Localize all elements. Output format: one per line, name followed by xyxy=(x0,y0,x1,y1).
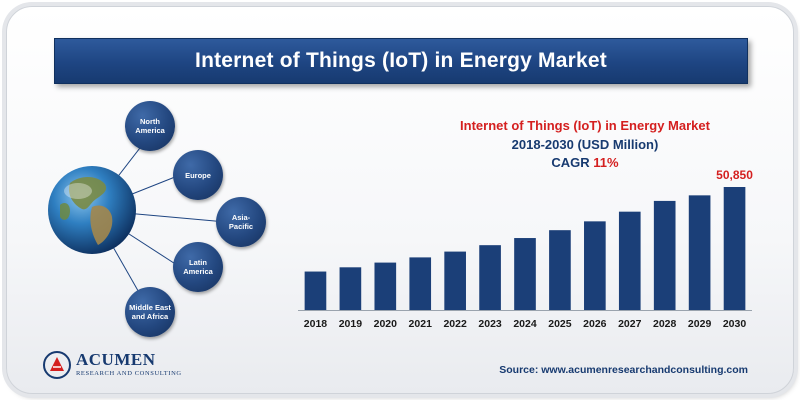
cagr-label: CAGR xyxy=(551,155,590,170)
x-tick-label-2022: 2022 xyxy=(443,318,467,330)
globe-icon xyxy=(48,166,136,254)
chart-subtitle: 2018-2030 (USD Million) xyxy=(400,137,770,152)
source-note: Source: www.acumenresearchandconsulting.… xyxy=(499,364,748,376)
bar-2025 xyxy=(549,230,571,310)
bar-2018 xyxy=(304,271,327,310)
x-tick-label-2025: 2025 xyxy=(548,318,572,330)
x-tick-label-2023: 2023 xyxy=(478,318,502,330)
region-north-america: North America xyxy=(125,101,175,151)
x-tick-label-2019: 2019 xyxy=(339,318,363,330)
x-tick-label-2024: 2024 xyxy=(513,318,537,330)
bar-2019 xyxy=(339,267,362,310)
region-latin-america: Latin America xyxy=(173,242,223,292)
cagr-value: 11% xyxy=(593,155,619,170)
x-tick-label-2018: 2018 xyxy=(304,318,328,330)
acumen-emblem-icon xyxy=(43,351,71,379)
bar-2030 xyxy=(723,187,746,310)
x-tick-label-2028: 2028 xyxy=(653,318,677,330)
logo-tagline: RESEARCH AND CONSULTING xyxy=(76,370,182,377)
x-tick-label-2027: 2027 xyxy=(618,318,642,330)
bar-2028 xyxy=(653,200,676,310)
x-tick-label-2020: 2020 xyxy=(374,318,398,330)
x-tick-label-2030: 2030 xyxy=(723,318,747,330)
x-tick-label-2029: 2029 xyxy=(688,318,712,330)
bar-chart: 2018 2019 2020 2021 2022 2023 2024 2025 2026 2027… xyxy=(298,168,753,330)
chart-unit: (USD Million) xyxy=(577,137,659,152)
title-banner: Internet of Things (IoT) in Energy Marke… xyxy=(54,38,748,84)
data-label-2030: 50,850 xyxy=(716,168,753,182)
region-asia-pacific: Asia-Pacific xyxy=(216,197,266,247)
acumen-logo: ACUMEN RESEARCH AND CONSULTING xyxy=(42,348,182,384)
bar-2026 xyxy=(584,221,606,310)
chart-period: 2018-2030 xyxy=(511,137,574,152)
regions-diagram: North America Europe Asia-Pacific Latin … xyxy=(30,95,280,345)
bar-2027 xyxy=(618,211,641,310)
chart-title: Internet of Things (IoT) in Energy Marke… xyxy=(460,118,710,133)
bar-2024 xyxy=(514,238,536,310)
region-middle-east-africa: Middle East and Africa xyxy=(125,287,175,337)
x-tick-label-2026: 2026 xyxy=(583,318,607,330)
bar-2023 xyxy=(479,245,501,310)
region-europe: Europe xyxy=(173,150,223,200)
bar-2021 xyxy=(409,257,432,310)
bar-2029 xyxy=(688,195,711,310)
x-tick-label-2021: 2021 xyxy=(409,318,433,330)
chart-cagr: CAGR 11% xyxy=(400,155,770,170)
logo-name: ACUMEN xyxy=(76,350,156,369)
bar-2022 xyxy=(444,251,466,310)
bar-2020 xyxy=(374,262,397,310)
